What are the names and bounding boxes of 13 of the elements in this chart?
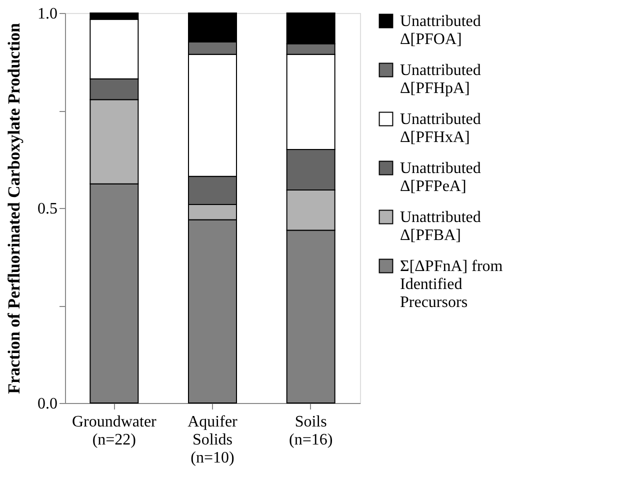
legend-label: Unattributed Δ[PFPeA] [400, 160, 481, 195]
legend-label: Σ[ΔPFnA] from Identified Precursors [400, 258, 504, 311]
x-tick-label: Aquifer Solids (n=10) [188, 414, 238, 466]
y-tick-label: 0.0 [38, 396, 58, 412]
y-tick-label: 0.5 [38, 200, 58, 218]
legend-label: Unattributed Δ[PFHpA] [400, 62, 481, 97]
legend-label: Unattributed Δ[PFBA] [400, 209, 481, 244]
y-axis-title: Fraction of Perfluorinated Carboxylate Production [4, 22, 24, 394]
x-tick-label: Soils (n=16) [288, 414, 333, 448]
y-tick-label: 1.0 [38, 6, 58, 22]
x-tick-label: Groundwater (n=22) [72, 414, 158, 448]
legend-label: Unattributed Δ[PFHxA] [400, 111, 481, 146]
legend-label: Unattributed Δ[PFOA] [400, 13, 481, 48]
